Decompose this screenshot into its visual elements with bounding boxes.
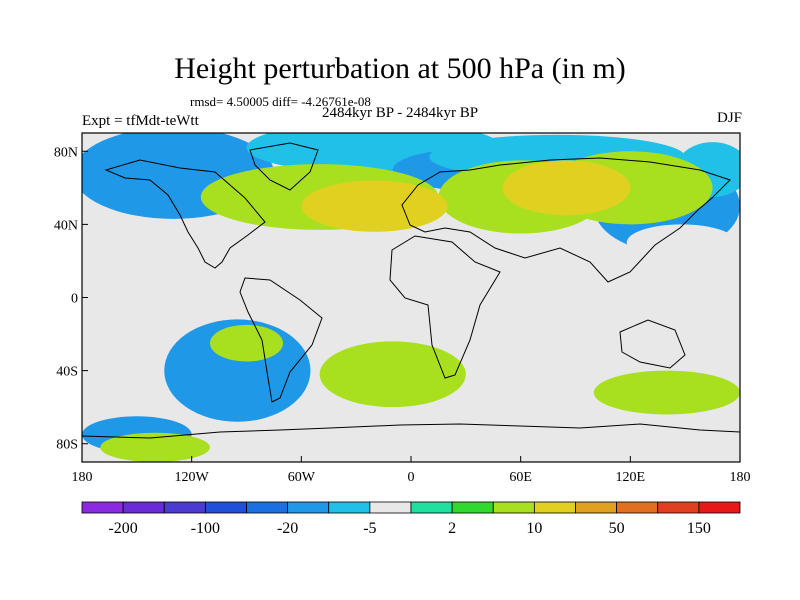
field-region-22 (301, 180, 448, 232)
period-text: 2484kyr BP - 2484kyr BP (322, 105, 479, 121)
field-region-21 (100, 432, 210, 462)
stats-text: rmsd= 4.50005 diff= -4.26761e-08 (190, 94, 371, 109)
field-region-20 (319, 341, 466, 408)
field-region-7 (82, 235, 137, 280)
colorbar-box (698, 501, 741, 514)
coast-eurasia (401, 157, 731, 283)
colorbar-label: -5 (363, 520, 376, 537)
coast-australia (619, 319, 686, 369)
colorbar-box (81, 501, 124, 514)
colorbar-label: 150 (687, 520, 711, 537)
colorbar-box (533, 501, 576, 514)
lon-axis: 180 120W 60W 0 60E 120E 180 (72, 456, 751, 485)
field-region-13 (447, 355, 594, 422)
coast-greenland (249, 142, 319, 191)
colorbar-box (287, 501, 330, 514)
field-region-18 (209, 324, 284, 362)
field-region-23 (502, 160, 631, 216)
field-region-9 (626, 224, 737, 261)
lon-tick-label: 120E (616, 470, 646, 485)
lat-tick-label: 40N (54, 218, 78, 233)
field-region-8 (389, 229, 470, 274)
lon-tick-label: 60E (509, 470, 532, 485)
lon-tick-label: 0 (408, 470, 415, 485)
colorbar: -200 -100 -20 -5 2 10 50 150 (81, 501, 741, 537)
lon-tick-label: 120W (175, 470, 210, 485)
coastlines (82, 142, 740, 439)
colorbar-box (575, 501, 618, 514)
field-region-19 (593, 370, 740, 415)
coast-south-america (239, 277, 323, 403)
colorbar-box (246, 501, 289, 514)
map-title: Height perturbation at 500 hPa (in m) (174, 52, 626, 85)
lat-tick-label: 0 (71, 292, 78, 307)
colorbar-label: 50 (609, 520, 625, 537)
coast-antarctica (82, 423, 740, 439)
colorbar-box (122, 501, 165, 514)
lon-tick-label: 180 (730, 470, 751, 485)
colorbar-box (410, 501, 453, 514)
colorbar-box (204, 501, 247, 514)
field-region-14 (657, 425, 740, 462)
lat-tick-label: 80S (56, 438, 78, 453)
colorbar-box (451, 501, 494, 514)
lon-tick-label: 180 (72, 470, 93, 485)
colorbar-label: 2 (448, 520, 456, 537)
colorbar-box (657, 501, 700, 514)
colorbar-box (492, 501, 535, 514)
colorbar-box (369, 501, 412, 514)
lat-tick-label: 40S (56, 365, 78, 380)
colorbar-label: 10 (526, 520, 542, 537)
coast-africa (389, 235, 501, 379)
colorbar-box (163, 501, 206, 514)
lon-tick-label: 60W (288, 470, 316, 485)
experiment-label: Expt = tfMdt-teWtt (82, 113, 199, 129)
colorbar-box (616, 501, 659, 514)
coast-north-america (104, 159, 266, 269)
lat-tick-label: 80N (54, 145, 78, 160)
height-field-layer (82, 133, 740, 462)
lat-axis: 80N 40N 0 40S 80S (54, 145, 88, 453)
season-label: DJF (716, 110, 742, 126)
colorbar-label: -100 (191, 520, 220, 537)
colorbar-box (328, 501, 371, 514)
colorbar-label: -200 (108, 520, 137, 537)
colorbar-label: -20 (277, 520, 298, 537)
